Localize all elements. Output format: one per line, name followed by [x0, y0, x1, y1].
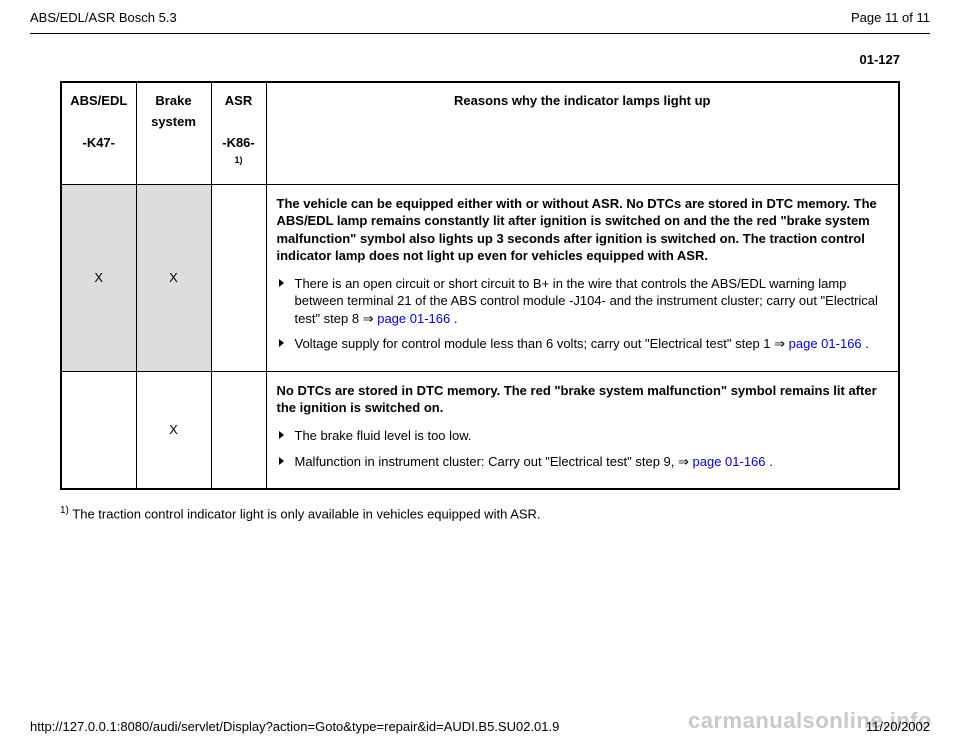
footnote: 1) The traction control indicator light … [60, 504, 900, 524]
cell-asr-0 [211, 184, 266, 371]
abs-edl-label-2: -K47- [82, 135, 115, 150]
reason-bold-0: The vehicle can be equipped either with … [277, 195, 889, 265]
page-link[interactable]: page 01-166 [693, 454, 766, 469]
abs-edl-label-1: ABS/EDL [70, 93, 127, 108]
page-number: 01-127 [60, 52, 900, 67]
indicator-table: ABS/EDL -K47- Brake system ASR -K86- 1) … [60, 81, 900, 490]
header-title-left: ABS/EDL/ASR Bosch 5.3 [30, 10, 177, 25]
list-item: Malfunction in instrument cluster: Carry… [277, 453, 889, 471]
header-title-right: Page 11 of 11 [851, 10, 930, 25]
cell-abs-0: X [61, 184, 136, 371]
cell-brake-0: X [136, 184, 211, 371]
bullet-text-before: Malfunction in instrument cluster: Carry… [295, 454, 693, 469]
cell-brake-1: X [136, 371, 211, 489]
table-row: X X The vehicle can be equipped either w… [61, 184, 899, 371]
page-header: ABS/EDL/ASR Bosch 5.3 Page 11 of 11 [0, 0, 960, 33]
cell-asr-1 [211, 371, 266, 489]
cell-abs-1 [61, 371, 136, 489]
bullet-text-after: . [766, 454, 773, 469]
bullet-text-after: . [450, 311, 457, 326]
bullet-text-before: Voltage supply for control module less t… [295, 336, 789, 351]
list-item: The brake fluid level is too low. [277, 427, 889, 445]
col-header-abs: ABS/EDL -K47- [61, 82, 136, 184]
table-row: X No DTCs are stored in DTC memory. The … [61, 371, 899, 489]
asr-label-1: ASR [225, 93, 252, 108]
table-header-row: ABS/EDL -K47- Brake system ASR -K86- 1) … [61, 82, 899, 184]
cell-reason-1: No DTCs are stored in DTC memory. The re… [266, 371, 899, 489]
footnote-sup: 1) [60, 505, 69, 516]
col-header-reasons: Reasons why the indicator lamps light up [266, 82, 899, 184]
list-item: There is an open circuit or short circui… [277, 275, 889, 328]
col-header-asr: ASR -K86- 1) [211, 82, 266, 184]
reason-bold-1: No DTCs are stored in DTC memory. The re… [277, 382, 889, 417]
footnote-text: The traction control indicator light is … [69, 506, 541, 521]
reason-list-0: There is an open circuit or short circui… [277, 275, 889, 353]
asr-sup: 1) [234, 155, 242, 165]
reason-list-1: The brake fluid level is too low. Malfun… [277, 427, 889, 470]
col-header-brake: Brake system [136, 82, 211, 184]
footer-date: 11/20/2002 [866, 719, 930, 734]
asr-label-2: -K86- [222, 135, 255, 150]
footer: http://127.0.0.1:8080/audi/servlet/Displ… [30, 719, 930, 734]
list-item: Voltage supply for control module less t… [277, 335, 889, 353]
bullet-text-before: The brake fluid level is too low. [295, 428, 472, 443]
footer-url: http://127.0.0.1:8080/audi/servlet/Displ… [30, 719, 559, 734]
cell-reason-0: The vehicle can be equipped either with … [266, 184, 899, 371]
content-area: 01-127 ABS/EDL -K47- Brake system ASR -K… [0, 34, 960, 524]
page-link[interactable]: page 01-166 [377, 311, 450, 326]
page-link[interactable]: page 01-166 [789, 336, 862, 351]
bullet-text-after: . [862, 336, 869, 351]
